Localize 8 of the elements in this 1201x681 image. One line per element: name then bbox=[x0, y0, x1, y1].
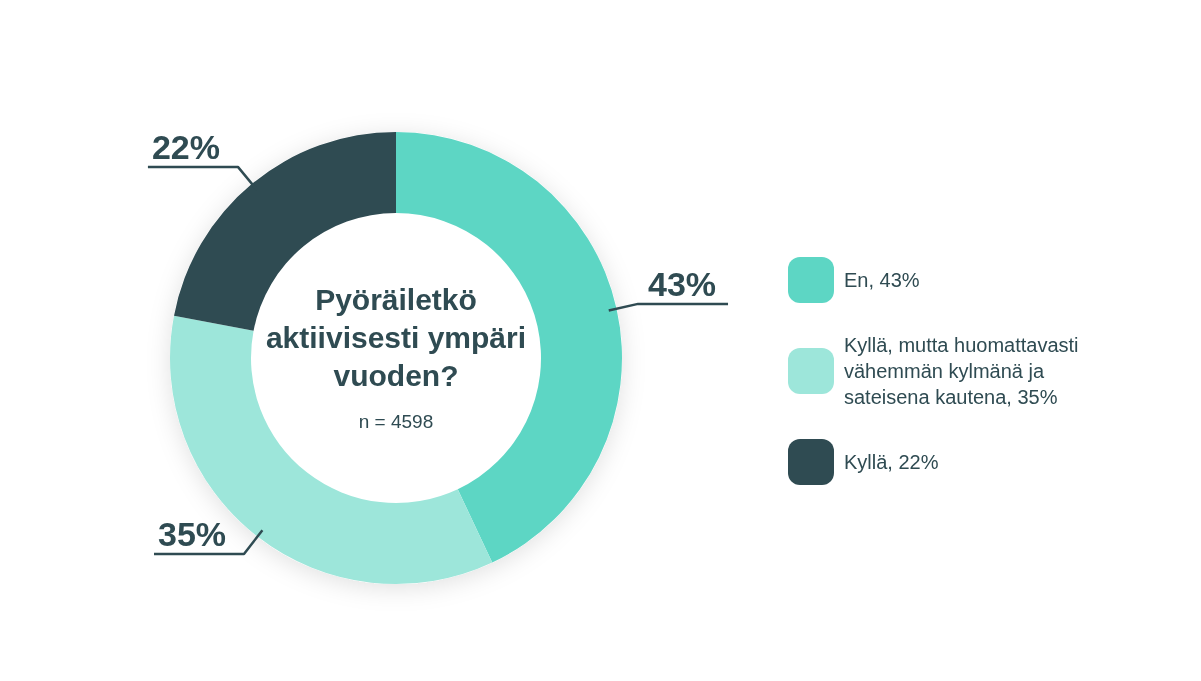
data-label: 35% bbox=[158, 514, 227, 553]
legend-label: En, 43% bbox=[844, 269, 920, 291]
legend-label: Kyllä, mutta huomattavasti vähemmän kylmänä ja sateisena kautena, 35% bbox=[844, 334, 1079, 408]
data-label: 43% bbox=[648, 264, 717, 303]
text: n = 4598 bbox=[358, 411, 434, 432]
legend-label: Kyllä, 22% bbox=[844, 451, 939, 473]
data-label: 22% bbox=[151, 127, 220, 166]
text: Pyöräiletkö aktiivisesti ympäri vuoden? bbox=[265, 283, 527, 392]
